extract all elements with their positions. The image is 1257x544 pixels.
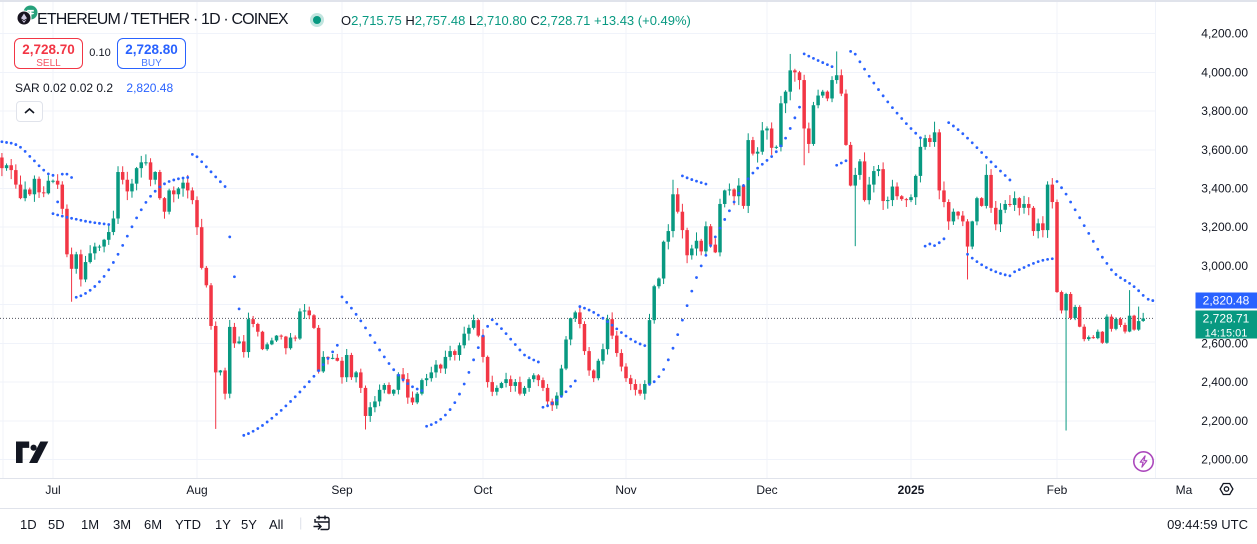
svg-text:4,200.00: 4,200.00	[1201, 27, 1248, 41]
svg-text:Nov: Nov	[615, 483, 636, 497]
svg-text:3,000.00: 3,000.00	[1201, 259, 1248, 273]
svg-text:Feb: Feb	[1047, 483, 1068, 497]
svg-text:2,820.48: 2,820.48	[1203, 294, 1250, 308]
svg-text:Ma: Ma	[1176, 483, 1193, 497]
svg-text:3,600.00: 3,600.00	[1201, 143, 1248, 157]
svg-text:2,400.00: 2,400.00	[1201, 375, 1248, 389]
svg-text:3,400.00: 3,400.00	[1201, 182, 1248, 196]
svg-text:3,200.00: 3,200.00	[1201, 220, 1248, 234]
svg-text:4,000.00: 4,000.00	[1201, 65, 1248, 79]
svg-text:2,728.71: 2,728.71	[1203, 311, 1250, 325]
svg-text:3,800.00: 3,800.00	[1201, 104, 1248, 118]
svg-text:2025: 2025	[898, 483, 925, 497]
svg-text:14:15:01: 14:15:01	[1205, 327, 1248, 339]
svg-text:Sep: Sep	[331, 483, 353, 497]
svg-text:Oct: Oct	[474, 483, 493, 497]
svg-text:2,200.00: 2,200.00	[1201, 414, 1248, 428]
svg-text:Aug: Aug	[186, 483, 207, 497]
svg-text:Jul: Jul	[45, 483, 60, 497]
svg-text:2,000.00: 2,000.00	[1201, 453, 1248, 467]
svg-text:Dec: Dec	[756, 483, 777, 497]
